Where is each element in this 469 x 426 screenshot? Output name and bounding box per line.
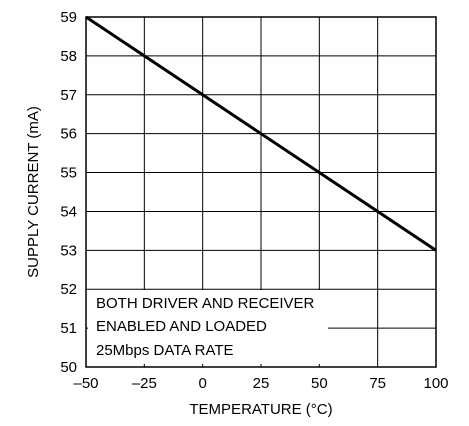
x-tick-label: 25 <box>253 375 270 392</box>
tick-labels: –50 –25 0 25 50 75 100 50 51 52 53 54 55 56 57 58 59 <box>60 9 448 392</box>
y-tick-label: 56 <box>60 126 77 143</box>
series-group <box>85 15 437 252</box>
y-tick-label: 59 <box>60 9 77 26</box>
annotation-line-3: 25Mbps DATA RATE <box>96 342 234 359</box>
y-axis-label: SUPPLY CURRENT (mA) <box>25 106 42 278</box>
y-tick-label: 57 <box>60 87 77 104</box>
x-tick-label: –50 <box>73 375 98 392</box>
y-tick-label: 55 <box>60 165 77 182</box>
x-tick-label: 0 <box>198 375 206 392</box>
y-tick-label: 50 <box>60 359 77 376</box>
y-tick-label: 51 <box>60 320 77 337</box>
x-tick-label: 75 <box>369 375 386 392</box>
y-tick-label: 58 <box>60 48 77 65</box>
annotation-box <box>88 290 328 364</box>
x-axis-label: TEMPERATURE (°C) <box>189 401 332 418</box>
plot-frame <box>85 16 437 368</box>
y-tick-label: 54 <box>60 203 77 220</box>
series-line <box>85 15 437 252</box>
x-tick-label: 50 <box>311 375 328 392</box>
x-tick-label: –25 <box>132 375 157 392</box>
annotation-line-1: BOTH DRIVER AND RECEIVER <box>96 295 315 312</box>
y-tick-label: 53 <box>60 242 77 259</box>
x-tick-label: 100 <box>423 375 448 392</box>
y-tick-label: 52 <box>60 281 77 298</box>
annotation-line-2: ENABLED AND LOADED <box>96 318 267 335</box>
